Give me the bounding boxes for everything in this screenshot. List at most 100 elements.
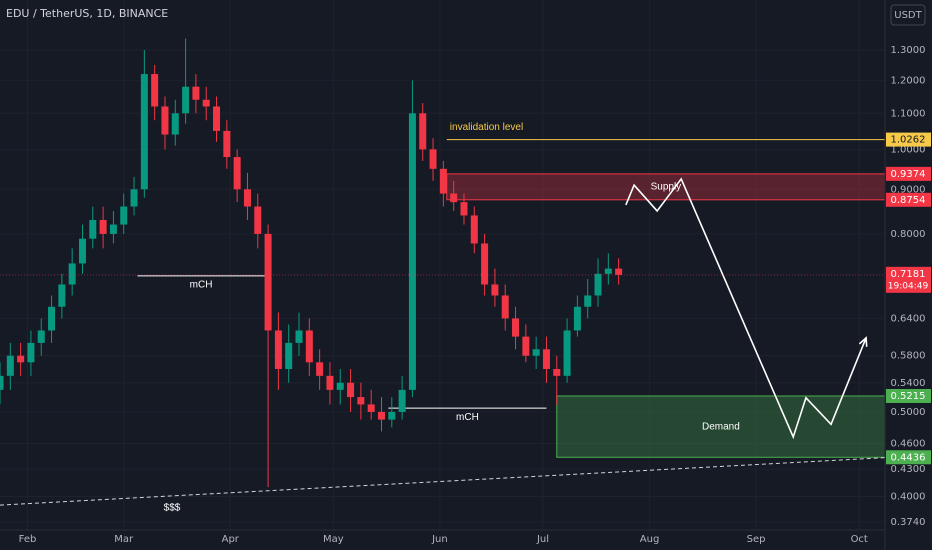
- projection-path: [625, 177, 867, 440]
- y-tick-label: 0.5000: [891, 407, 926, 418]
- candle-body: [408, 113, 416, 390]
- candle-body: [254, 206, 262, 234]
- y-tick-label: 0.6400: [891, 313, 926, 324]
- last-price-label: 0.7181: [891, 269, 926, 280]
- candle-body: [460, 202, 468, 216]
- y-tick-label: 1.3000: [891, 45, 926, 56]
- structure-label: mCH: [456, 412, 479, 423]
- candle-body: [6, 355, 14, 376]
- structure-label: mCH: [190, 280, 213, 291]
- candle-body: [171, 113, 179, 135]
- candle-body: [285, 342, 293, 370]
- countdown-label: 19:04:49: [888, 281, 929, 291]
- candle-body: [151, 74, 159, 107]
- currency-box[interactable]: [890, 4, 926, 26]
- candle-body: [109, 224, 117, 234]
- trendline: [0, 457, 886, 506]
- candle-body: [584, 295, 592, 307]
- candle-body: [58, 284, 66, 307]
- x-tick-label: Feb: [19, 534, 37, 545]
- x-tick-label: Sep: [747, 534, 766, 545]
- candle-body: [491, 284, 499, 296]
- candle-body: [202, 99, 210, 107]
- candle-body: [563, 330, 571, 376]
- candle-body: [429, 149, 437, 169]
- level-label: 0.5215: [891, 391, 926, 402]
- y-tick-label: 1.0000: [891, 144, 926, 155]
- level-label: 1.0262: [891, 135, 926, 146]
- candle-body: [522, 336, 530, 356]
- y-tick-label: 0.8000: [891, 229, 926, 240]
- projection-arrowhead: [858, 336, 868, 347]
- candle-body: [398, 389, 406, 412]
- candle-body: [182, 86, 190, 114]
- currency: USDT: [894, 10, 922, 21]
- candle-body: [367, 404, 375, 412]
- level-label-box: [886, 132, 931, 147]
- y-tick-label: 0.9000: [891, 184, 926, 195]
- candle-body: [243, 189, 251, 207]
- candle-body: [481, 243, 489, 285]
- candle-body: [161, 106, 169, 135]
- level-label: 0.4436: [891, 452, 926, 463]
- candle-body: [223, 130, 231, 158]
- y-tick-label: 1.1000: [891, 108, 926, 119]
- level-label: 0.9374: [891, 169, 926, 180]
- candle-body: [89, 219, 97, 239]
- zone-label: Demand: [702, 421, 740, 432]
- candle-body: [120, 206, 128, 225]
- y-tick-label: 0.5800: [891, 351, 926, 362]
- candle-body: [130, 189, 138, 207]
- candle-body: [213, 106, 221, 131]
- candle-body: [553, 369, 561, 376]
- y-tick-label: 0.5400: [891, 378, 926, 389]
- candle-body: [388, 411, 396, 420]
- candle-body: [316, 362, 324, 376]
- candle-body: [377, 411, 386, 420]
- candle-body: [37, 330, 45, 343]
- level-label-box: [886, 450, 931, 465]
- candle-body: [233, 157, 241, 190]
- y-tick-label: 0.4300: [891, 464, 926, 475]
- candle-body: [470, 215, 478, 244]
- trendline-label: $$$: [164, 502, 181, 513]
- zone: [556, 395, 886, 458]
- candle-body: [501, 295, 509, 319]
- candle-body: [305, 330, 313, 363]
- candle-body: [336, 382, 344, 390]
- candle-body: [326, 375, 334, 390]
- candle-body: [274, 330, 282, 370]
- x-tick-label: Mar: [114, 534, 134, 545]
- candle-body: [78, 238, 86, 264]
- candle-body: [140, 74, 148, 190]
- candle-body: [594, 273, 602, 296]
- candle-body: [17, 355, 25, 363]
- candle-body: [48, 306, 56, 331]
- level-label-box: [886, 166, 931, 181]
- candle-body: [419, 113, 427, 150]
- candle-body: [450, 193, 458, 203]
- candle-body: [192, 86, 200, 100]
- candle-body: [604, 268, 612, 274]
- x-tick-label: Oct: [851, 534, 868, 545]
- candle-body: [68, 263, 76, 285]
- x-tick-label: Aug: [640, 534, 660, 545]
- zone-label: Supply: [651, 181, 682, 192]
- candle-body: [295, 330, 303, 343]
- candle-body: [27, 342, 35, 363]
- y-tick-label: 0.4600: [891, 439, 926, 450]
- candle-body: [542, 349, 550, 370]
- candle-body: [264, 233, 272, 331]
- x-tick-label: Jun: [431, 534, 448, 545]
- y-tick-label: 1.2000: [891, 75, 926, 86]
- invalidation-label: invalidation level: [450, 122, 523, 133]
- candle-body: [0, 375, 4, 390]
- y-tick-label: 0.4000: [891, 491, 926, 502]
- candle-body: [573, 306, 581, 331]
- candle-body: [347, 382, 355, 398]
- candle-body: [439, 168, 447, 194]
- x-tick-label: May: [323, 534, 344, 545]
- last-price-box: [886, 266, 931, 293]
- candle-body: [512, 318, 520, 337]
